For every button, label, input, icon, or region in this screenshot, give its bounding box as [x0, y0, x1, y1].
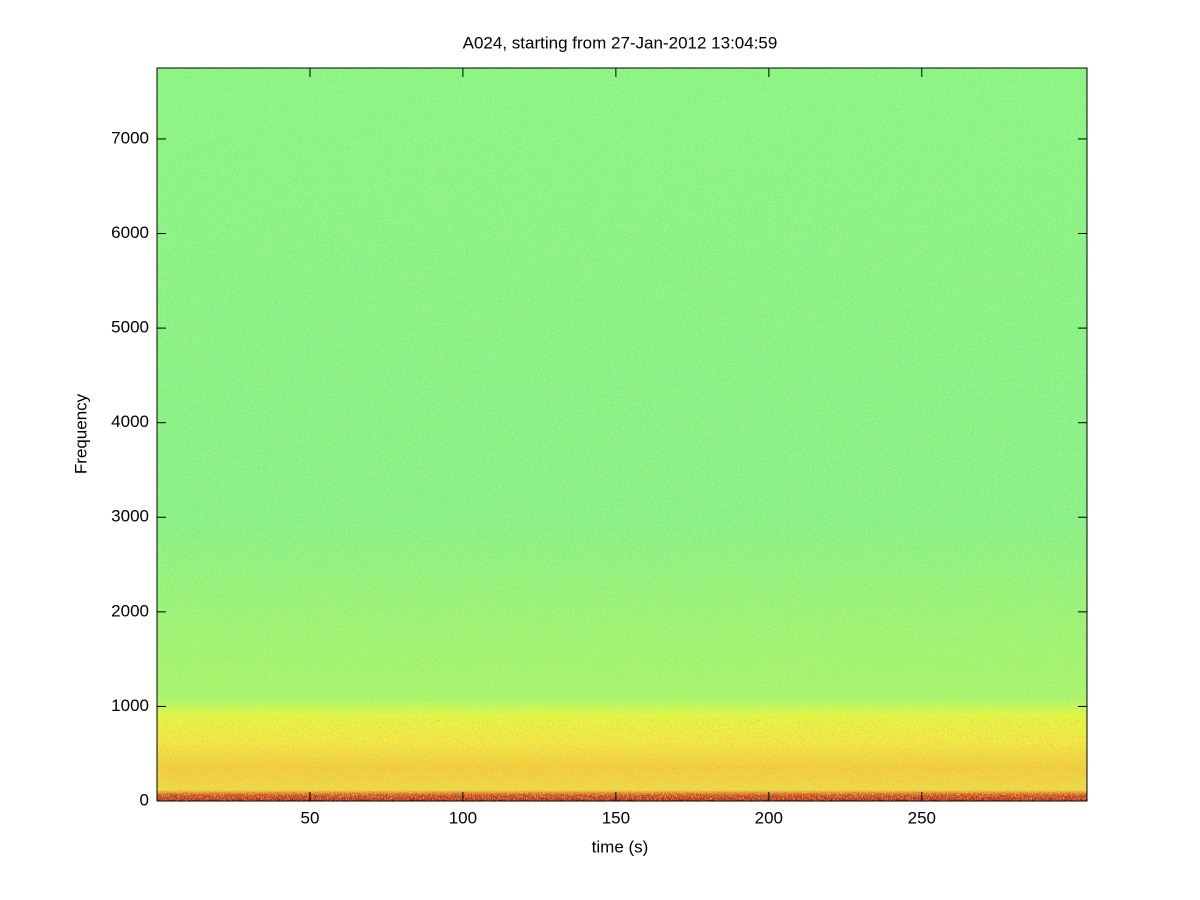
y-axis-label: Frequency	[71, 393, 90, 474]
chart-title: A024, starting from 27-Jan-2012 13:04:59	[463, 33, 778, 52]
x-tick-label: 100	[449, 808, 477, 827]
spectrogram-texture	[157, 716, 1087, 801]
y-tick-label: 4000	[111, 412, 149, 431]
x-tick-label: 150	[602, 808, 630, 827]
axes-frame	[156, 67, 1088, 802]
y-tick-label: 5000	[111, 318, 149, 337]
x-axis-label: time (s)	[592, 837, 649, 856]
x-tick-label: 50	[300, 808, 319, 827]
plot-area	[157, 68, 1087, 801]
y-tick-label: 2000	[111, 601, 149, 620]
y-tick-label: 1000	[111, 696, 149, 715]
x-tick-label: 200	[755, 808, 783, 827]
y-tick-label: 3000	[111, 507, 149, 526]
spectrogram-texture	[157, 68, 1087, 801]
x-tick-label: 250	[908, 808, 936, 827]
y-tick-label: 7000	[111, 128, 149, 147]
y-tick-label: 0	[140, 790, 149, 809]
y-tick-label: 6000	[111, 223, 149, 242]
